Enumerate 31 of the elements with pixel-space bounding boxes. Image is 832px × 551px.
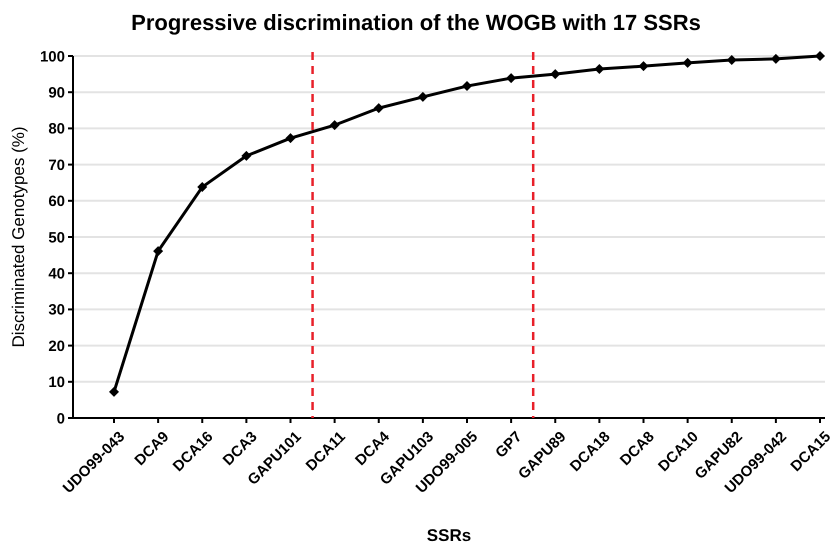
point <box>286 133 296 144</box>
y-tick-label: 20 <box>48 338 65 355</box>
y-tick-label: 0 <box>56 410 65 428</box>
y-tick-label: 80 <box>48 120 65 138</box>
point <box>682 58 693 68</box>
point <box>550 69 560 80</box>
point <box>770 54 781 64</box>
point <box>638 61 648 72</box>
point <box>241 150 252 161</box>
point <box>374 103 384 114</box>
point <box>594 64 604 74</box>
y-tick-label: 10 <box>48 374 65 392</box>
y-tick-label: 50 <box>48 229 65 246</box>
y-tick-label: 100 <box>40 48 65 66</box>
x-axis-title: SSRs <box>426 526 472 545</box>
y-tick-label: 70 <box>48 156 65 174</box>
y-axis-title: Discriminated Genotypes (%) <box>9 126 28 348</box>
point <box>197 182 208 192</box>
point <box>153 246 164 256</box>
y-tick-label: 60 <box>48 193 65 210</box>
point <box>109 386 119 397</box>
y-tick-label: 40 <box>48 265 65 282</box>
y-tick-label: 30 <box>48 302 65 319</box>
point <box>815 51 825 61</box>
point <box>462 81 472 92</box>
point <box>506 73 516 84</box>
chart-title: Progressive discrimination of the WOGB with 17 SSRs <box>131 10 701 35</box>
point <box>418 92 428 102</box>
y-tick-label: 90 <box>48 84 65 102</box>
point <box>726 54 737 65</box>
point <box>330 120 340 130</box>
